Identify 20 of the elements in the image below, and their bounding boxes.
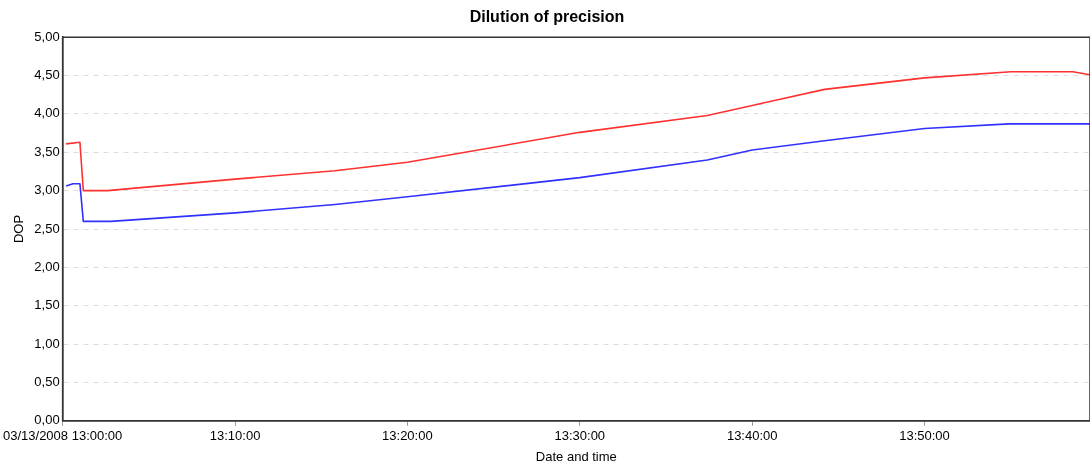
y-tick-label: 2,50 (34, 220, 60, 236)
y-tick-label: 3,50 (34, 143, 60, 159)
y-tick-label: 0,50 (34, 374, 60, 390)
y-tick-label: 1,00 (34, 335, 60, 351)
y-tick-label: 4,00 (34, 105, 60, 121)
x-axis-title: Date and time (535, 448, 617, 464)
x-tick-label: 13:30:00 (554, 428, 606, 444)
y-axis-title: DOP (11, 214, 27, 244)
x-tick-label: 13:40:00 (726, 428, 778, 444)
chart-title: Dilution of precision (469, 8, 625, 26)
y-tick-label: 1,50 (34, 297, 60, 313)
x-tick-label: 13:50:00 (899, 428, 950, 444)
y-tick-label: 5,00 (34, 28, 60, 44)
x-tick-label: 03/13/2008 13:00:00 (3, 428, 123, 444)
y-tick-label: 0,00 (34, 412, 60, 428)
x-tick-label: 13:10:00 (209, 428, 261, 444)
y-tick-label: 4,50 (34, 67, 60, 83)
y-tick-label: 3,00 (34, 182, 60, 198)
y-tick-label: 2,00 (34, 258, 60, 274)
x-tick-label: 13:20:00 (382, 428, 433, 444)
